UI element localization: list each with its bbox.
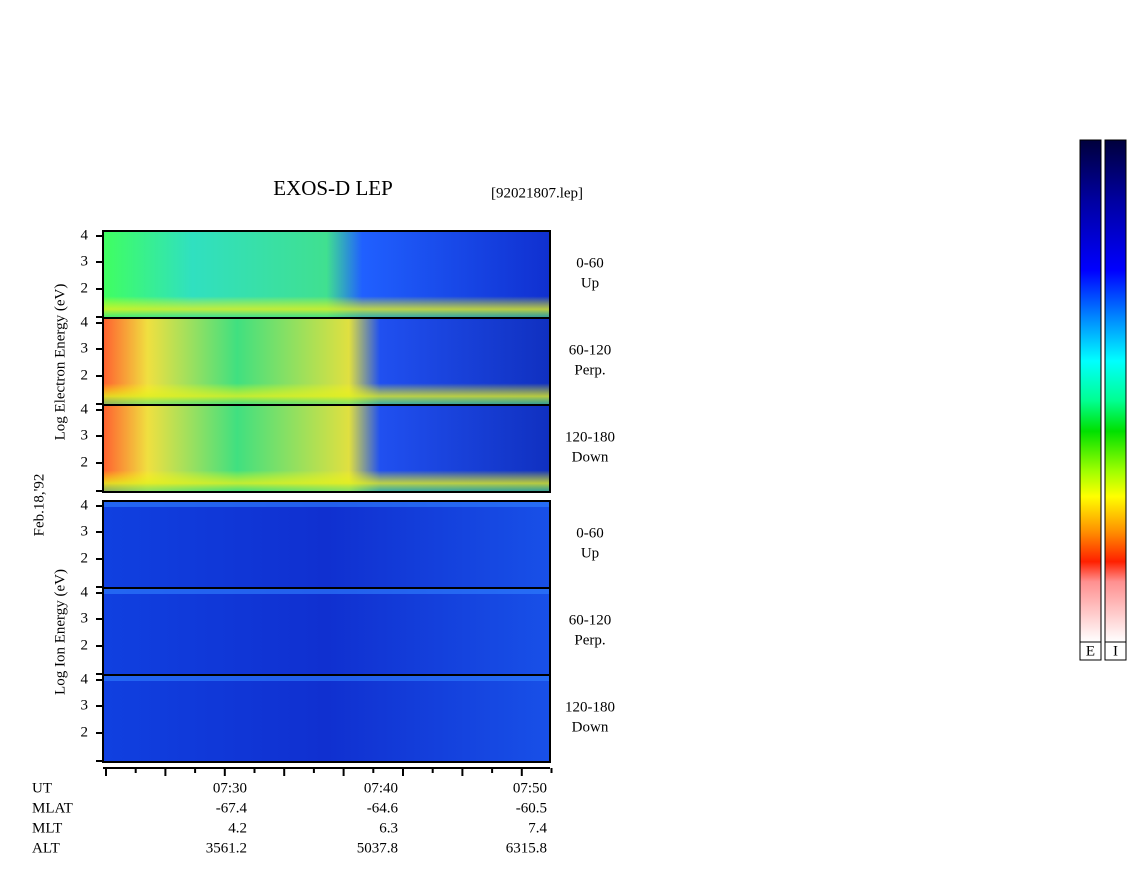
pitch-angle: 120-180 (565, 699, 615, 715)
y-tick-label: 4 (81, 584, 89, 600)
ephemeris-value: 5037.8 (357, 840, 398, 856)
ephemeris-value: 6315.8 (506, 840, 547, 856)
spectrogram-band (103, 588, 550, 594)
spectrogram (103, 675, 550, 762)
y-tick-label: 4 (81, 227, 89, 243)
y-tick-label: 2 (81, 454, 89, 470)
y-tick-label: 2 (81, 724, 89, 740)
y-tick-label: 3 (81, 427, 89, 443)
spectrogram (103, 588, 550, 675)
spectrogram-band (103, 675, 550, 681)
y-tick-label: 4 (81, 314, 89, 330)
ephemeris-label: MLT (32, 820, 62, 836)
y-tick-label: 2 (81, 280, 89, 296)
spectrogram (103, 501, 550, 588)
ephemeris-value: -64.6 (367, 800, 399, 816)
direction: Perp. (574, 632, 605, 648)
file-name: [92021807.lep] (491, 185, 583, 201)
ephemeris-value: 07:30 (213, 780, 247, 796)
y-tick-label: 3 (81, 523, 89, 539)
ephemeris-label: MLAT (32, 800, 73, 816)
title: EXOS-D LEP (273, 176, 393, 200)
y-tick-label: 3 (81, 610, 89, 626)
colorbar-label: I (1113, 643, 1118, 659)
ephemeris-label: UT (32, 780, 52, 796)
colorbar-label-box (1104, 641, 1127, 661)
direction: Down (572, 719, 609, 735)
colorbar-label-box (1079, 641, 1102, 661)
ephemeris-value: 3561.2 (206, 840, 247, 856)
colorbar-label: E (1086, 643, 1095, 659)
spectrogram-band (103, 318, 550, 405)
date: Feb.18,'92 (31, 474, 47, 537)
spectrogram-band (103, 231, 550, 318)
panel-frame (102, 404, 551, 493)
y-tick-label: 4 (81, 401, 89, 417)
pitch-angle: 60-120 (569, 342, 612, 358)
colorbars (1079, 139, 1127, 661)
ephemeris-value: 6.3 (379, 820, 398, 836)
y-tick-label: 3 (81, 697, 89, 713)
direction: Perp. (574, 362, 605, 378)
direction: Up (581, 545, 599, 561)
ephemeris-value: 4.2 (228, 820, 247, 836)
pitch-angle: 0-60 (576, 525, 604, 541)
pitch-angle: 120-180 (565, 429, 615, 445)
ion-axis-label: Log Ion Energy (eV) (52, 569, 68, 695)
ephemeris-value: 07:40 (364, 780, 398, 796)
spectrogram-band (103, 405, 550, 492)
panel-frame (102, 674, 551, 763)
pitch-angle: 0-60 (576, 255, 604, 271)
ephemeris-label: ALT (32, 840, 60, 856)
pitch-angle: 60-120 (569, 612, 612, 628)
colorbar (1079, 139, 1102, 643)
y-tick-label: 3 (81, 340, 89, 356)
y-tick-label: 4 (81, 497, 89, 513)
electron-axis-label: Log Electron Energy (eV) (52, 284, 68, 441)
spectrogram-band (103, 501, 550, 507)
y-tick-label: 2 (81, 550, 89, 566)
direction: Up (581, 275, 599, 291)
colorbar (1104, 139, 1127, 643)
y-tick-label: 3 (81, 253, 89, 269)
ephemeris-value: 7.4 (528, 820, 547, 836)
y-tick-label: 2 (81, 637, 89, 653)
direction: Down (572, 449, 609, 465)
y-tick-label: 4 (81, 671, 89, 687)
ephemeris-value: 07:50 (513, 780, 547, 796)
ephemeris-value: -67.4 (216, 800, 248, 816)
y-tick-label: 2 (81, 367, 89, 383)
ephemeris-value: -60.5 (516, 800, 547, 816)
